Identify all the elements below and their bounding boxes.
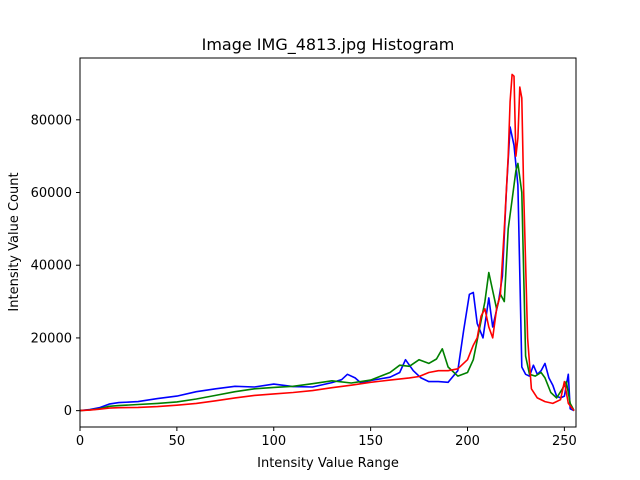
- chart-title: Image IMG_4813.jpg Histogram: [202, 35, 455, 55]
- y-tick-label: 20000: [31, 331, 72, 346]
- x-tick-label: 0: [76, 434, 84, 449]
- axes-frame: [79, 57, 577, 428]
- y-tick-label: 40000: [31, 259, 72, 274]
- y-tick-label: 0: [64, 404, 72, 419]
- series-layer: [79, 73, 575, 412]
- y-tick-label: 80000: [31, 113, 72, 128]
- x-tick-label: 100: [261, 434, 286, 449]
- x-tick-label: 150: [358, 434, 383, 449]
- series-line-0: [79, 126, 575, 412]
- y-axis-label: Intensity Value Count: [7, 172, 22, 311]
- x-tick-label: 50: [169, 434, 186, 449]
- y-tick-label: 60000: [31, 186, 72, 201]
- x-axis-ticks: 0 50 100 150 200 250: [76, 427, 577, 449]
- x-tick-label: 250: [552, 434, 577, 449]
- series-line-2: [79, 73, 575, 412]
- x-tick-label: 200: [455, 434, 480, 449]
- x-axis-label: Intensity Value Range: [257, 456, 399, 471]
- y-axis-ticks: 0 20000 40000 60000 80000: [31, 113, 80, 419]
- plot-area: 0 50 100 150 200 250 0 20000 40000 60000 80000: [31, 57, 577, 449]
- series-line-1: [79, 162, 575, 412]
